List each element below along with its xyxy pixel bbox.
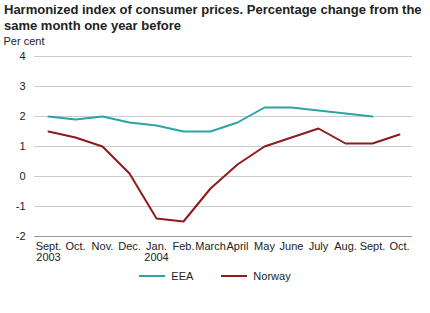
svg-text:Jan.2004: Jan.2004: [144, 240, 168, 263]
svg-text:Aug.: Aug.: [334, 240, 357, 252]
svg-text:0: 0: [19, 170, 25, 182]
svg-text:1: 1: [19, 140, 25, 152]
svg-text:June: June: [280, 240, 304, 252]
html-text:EEA: EEA: [171, 270, 194, 282]
svg-text:Dec.: Dec.: [118, 240, 141, 252]
svg-text:-2: -2: [16, 230, 26, 242]
svg-text:Sept.: Sept.: [360, 240, 386, 252]
svg-text:March: March: [195, 240, 226, 252]
svg-text:-1: -1: [16, 200, 26, 212]
html-text:Harmonized index of consumer p: Harmonized index of consumer prices. Per…: [4, 2, 422, 33]
svg-text:Oct.: Oct.: [389, 240, 409, 252]
svg-text:Feb.: Feb.: [172, 240, 194, 252]
svg-text:3: 3: [19, 80, 25, 92]
svg-text:4: 4: [19, 50, 25, 62]
svg-text:Oct.: Oct.: [65, 240, 85, 252]
svg-text:April: April: [226, 240, 248, 252]
svg-text:2: 2: [19, 110, 25, 122]
html-text:Norway: Norway: [253, 270, 291, 282]
svg-text:Nov.: Nov.: [92, 240, 114, 252]
svg-text:Per cent: Per cent: [4, 35, 45, 47]
svg-text:May: May: [254, 240, 275, 252]
svg-text:July: July: [309, 240, 329, 252]
svg-text:Sept.2003: Sept.2003: [36, 240, 62, 263]
